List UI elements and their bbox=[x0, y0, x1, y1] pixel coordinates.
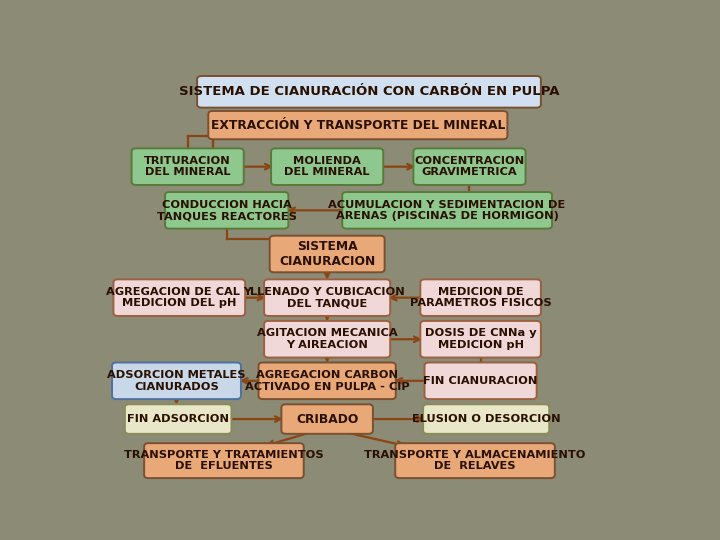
Text: LLENADO Y CUBICACION
DEL TANQUE: LLENADO Y CUBICACION DEL TANQUE bbox=[250, 287, 405, 308]
FancyBboxPatch shape bbox=[197, 76, 541, 107]
FancyBboxPatch shape bbox=[271, 148, 383, 185]
Text: CONDUCCION HACIA
TANQUES REACTORES: CONDUCCION HACIA TANQUES REACTORES bbox=[157, 199, 297, 221]
FancyBboxPatch shape bbox=[125, 404, 231, 434]
FancyBboxPatch shape bbox=[165, 192, 289, 228]
FancyBboxPatch shape bbox=[420, 321, 541, 357]
FancyBboxPatch shape bbox=[342, 192, 552, 228]
Text: CONCENTRACION
GRAVIMETRICA: CONCENTRACION GRAVIMETRICA bbox=[414, 156, 525, 178]
FancyBboxPatch shape bbox=[132, 148, 244, 185]
Text: ADSORCION METALES
CIANURADOS: ADSORCION METALES CIANURADOS bbox=[107, 370, 246, 392]
FancyBboxPatch shape bbox=[258, 362, 396, 399]
FancyBboxPatch shape bbox=[282, 404, 373, 434]
Text: MOLIENDA
DEL MINERAL: MOLIENDA DEL MINERAL bbox=[284, 156, 370, 178]
Text: ELUSION O DESORCION: ELUSION O DESORCION bbox=[412, 414, 560, 424]
FancyBboxPatch shape bbox=[425, 362, 536, 399]
Text: TRANSPORTE Y TRATAMIENTOS
DE  EFLUENTES: TRANSPORTE Y TRATAMIENTOS DE EFLUENTES bbox=[124, 450, 324, 471]
FancyBboxPatch shape bbox=[423, 404, 549, 434]
Text: SISTEMA
CIANURACION: SISTEMA CIANURACION bbox=[279, 240, 375, 268]
Text: CRIBADO: CRIBADO bbox=[296, 413, 359, 426]
Text: ACUMULACION Y SEDIMENTACION DE
ARENAS (PISCINAS DE HORMIGON): ACUMULACION Y SEDIMENTACION DE ARENAS (P… bbox=[328, 199, 566, 221]
Text: SISTEMA DE CIANURACIÓN CON CARBÓN EN PULPA: SISTEMA DE CIANURACIÓN CON CARBÓN EN PUL… bbox=[179, 85, 559, 98]
FancyBboxPatch shape bbox=[208, 111, 508, 139]
Text: TRANSPORTE Y ALMACENAMIENTO
DE  RELAVES: TRANSPORTE Y ALMACENAMIENTO DE RELAVES bbox=[364, 450, 586, 471]
Text: FIN ADSORCION: FIN ADSORCION bbox=[127, 414, 229, 424]
FancyBboxPatch shape bbox=[270, 235, 384, 272]
Text: MEDICION DE
PARAMETROS FISICOS: MEDICION DE PARAMETROS FISICOS bbox=[410, 287, 552, 308]
Text: TRITURACION
DEL MINERAL: TRITURACION DEL MINERAL bbox=[144, 156, 231, 178]
Text: FIN CIANURACION: FIN CIANURACION bbox=[423, 376, 538, 386]
FancyBboxPatch shape bbox=[413, 148, 526, 185]
FancyBboxPatch shape bbox=[114, 279, 245, 316]
Text: DOSIS DE CNNa y
MEDICION pH: DOSIS DE CNNa y MEDICION pH bbox=[425, 328, 536, 350]
FancyBboxPatch shape bbox=[395, 443, 555, 478]
FancyBboxPatch shape bbox=[112, 362, 241, 399]
FancyBboxPatch shape bbox=[264, 321, 390, 357]
Text: AGREGACION DE CAL Y
MEDICION DEL pH: AGREGACION DE CAL Y MEDICION DEL pH bbox=[107, 287, 252, 308]
FancyBboxPatch shape bbox=[420, 279, 541, 316]
Text: AGITACION MECANICA
Y AIREACION: AGITACION MECANICA Y AIREACION bbox=[257, 328, 397, 350]
Text: AGREGACION CARBON
ACTIVADO EN PULPA - CIP: AGREGACION CARBON ACTIVADO EN PULPA - CI… bbox=[245, 370, 410, 392]
FancyBboxPatch shape bbox=[264, 279, 390, 316]
Text: EXTRACCIÓN Y TRANSPORTE DEL MINERAL: EXTRACCIÓN Y TRANSPORTE DEL MINERAL bbox=[211, 119, 505, 132]
FancyBboxPatch shape bbox=[144, 443, 304, 478]
